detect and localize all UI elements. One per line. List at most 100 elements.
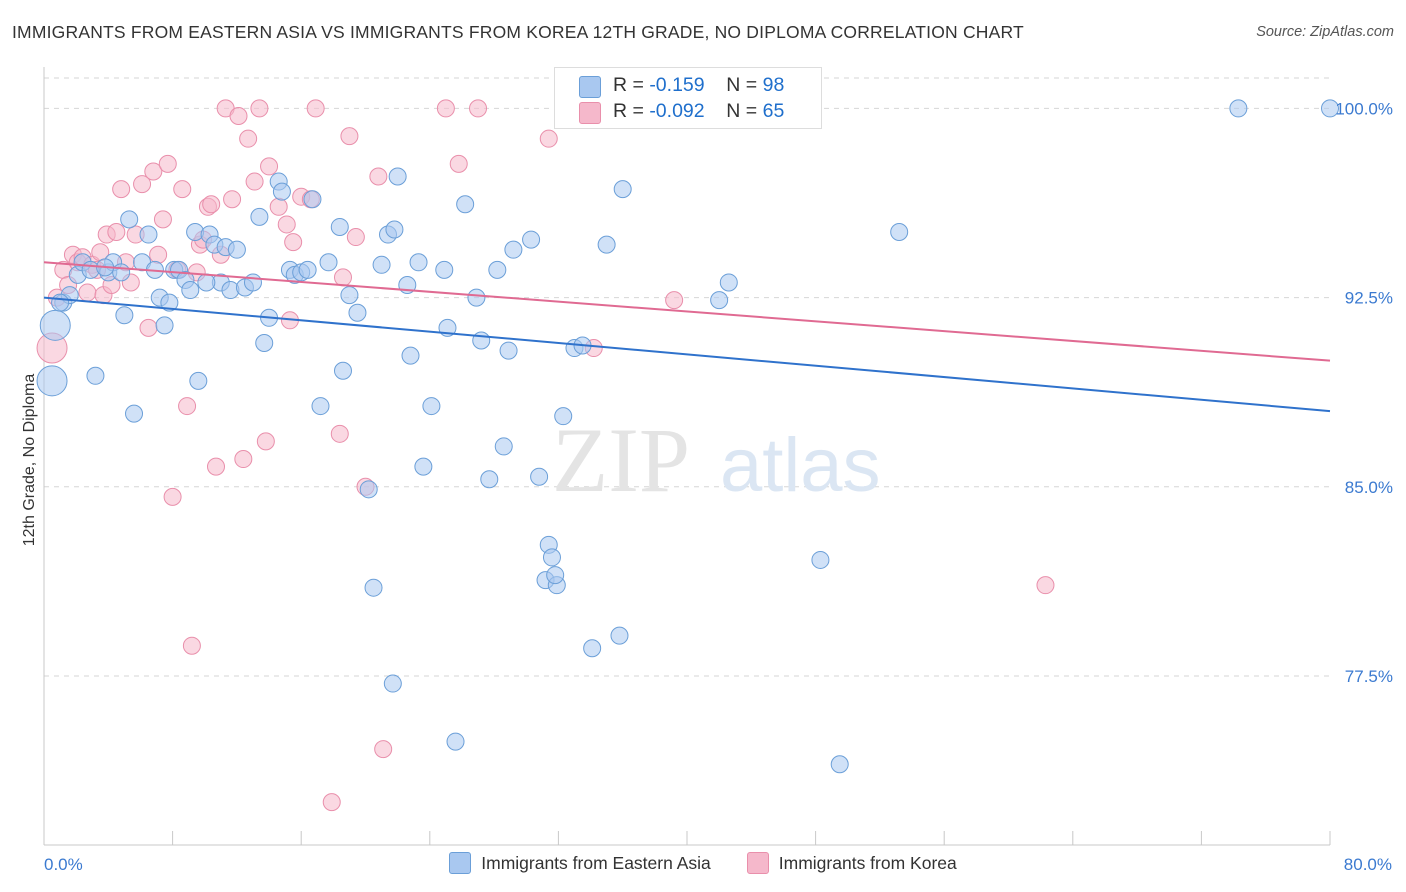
chart-source: Source: ZipAtlas.com [1256, 24, 1394, 40]
data-point-eastern-asia [1229, 99, 1248, 118]
stat-r-value: -0.092 [649, 100, 705, 122]
data-point-eastern-asia [197, 273, 216, 292]
data-point-eastern-asia [414, 457, 433, 476]
data-point-eastern-asia [243, 273, 262, 292]
data-point-eastern-asia [719, 273, 738, 292]
data-point-korea [306, 99, 325, 118]
data-point-eastern-asia [51, 293, 70, 312]
data-point-eastern-asia [340, 286, 359, 305]
data-point-eastern-asia [364, 578, 383, 597]
data-point-korea [250, 99, 269, 118]
data-point-korea [139, 318, 158, 337]
data-point-korea [133, 175, 152, 194]
stats-swatch-blue [579, 76, 601, 98]
data-point-eastern-asia [311, 397, 330, 416]
data-point-korea [107, 223, 126, 242]
chart-title: IMMIGRANTS FROM EASTERN ASIA VS IMMIGRAN… [12, 22, 1024, 42]
y-tick-label: 85.0% [1345, 478, 1393, 497]
data-point-eastern-asia [86, 366, 105, 385]
data-point-eastern-asia [189, 371, 208, 390]
data-point-korea [330, 424, 349, 443]
data-point-eastern-asia [409, 253, 428, 272]
data-point-eastern-asia [830, 755, 849, 774]
data-point-eastern-asia [348, 303, 367, 322]
data-point-korea [239, 129, 258, 148]
data-point-eastern-asia [446, 732, 465, 751]
legend-item-eastern-asia[interactable]: Immigrants from Eastern Asia [449, 852, 711, 874]
data-point-eastern-asia [125, 404, 144, 423]
data-point-korea [333, 268, 352, 287]
stat-r-value: -0.159 [649, 74, 705, 96]
series-korea-points [36, 99, 1055, 812]
data-point-eastern-asia [472, 331, 491, 350]
data-point-korea [1036, 576, 1055, 595]
data-point-eastern-asia [160, 293, 179, 312]
data-point-korea [284, 233, 303, 252]
data-point-eastern-asia [546, 566, 565, 585]
data-point-eastern-asia [298, 260, 317, 279]
data-point-korea [149, 245, 168, 264]
data-point-eastern-asia [250, 207, 269, 226]
data-point-eastern-asia [467, 288, 486, 307]
data-point-korea [207, 457, 226, 476]
data-point-eastern-asia [181, 281, 200, 300]
data-point-korea [182, 636, 201, 655]
data-point-korea [436, 99, 455, 118]
data-point-eastern-asia [385, 220, 404, 239]
data-point-eastern-asia [39, 309, 71, 341]
watermark-atlas: atlas [720, 423, 881, 508]
data-point-eastern-asia [155, 316, 174, 335]
data-point-eastern-asia [530, 467, 549, 486]
data-point-korea [260, 157, 279, 176]
data-point-eastern-asia [597, 235, 616, 254]
data-point-korea [665, 291, 684, 310]
data-point-korea [158, 154, 177, 173]
data-point-eastern-asia [710, 291, 729, 310]
y-tick-label: 92.5% [1345, 289, 1393, 308]
data-point-korea [163, 487, 182, 506]
legend-item-korea[interactable]: Immigrants from Korea [746, 852, 957, 874]
data-point-korea [223, 190, 242, 209]
data-point-eastern-asia [488, 260, 507, 279]
data-point-eastern-asia [255, 334, 274, 353]
data-point-eastern-asia [388, 167, 407, 186]
stat-n-label: N = [726, 74, 758, 96]
data-point-eastern-asia [613, 180, 632, 199]
data-point-eastern-asia [120, 210, 139, 229]
tick-labels: 100.0% 92.5% 85.0% 77.5% 0.0% 80.0% [44, 99, 1393, 874]
grid-layer [44, 77, 1330, 677]
trend-line-korea [43, 261, 1331, 362]
data-point-eastern-asia [499, 341, 518, 360]
data-point-eastern-asia [504, 240, 523, 259]
data-point-eastern-asia [1321, 99, 1339, 118]
stat-r-label: R = [613, 100, 644, 122]
data-point-korea [78, 283, 97, 302]
correlation-stats-box: R = -0.159 N = 98 R = -0.092 N = 65 [554, 67, 822, 129]
data-point-eastern-asia [330, 217, 349, 236]
data-point-eastern-asia [139, 225, 158, 244]
data-point-eastern-asia [583, 639, 602, 658]
data-point-korea [346, 228, 365, 247]
data-point-eastern-asia [272, 182, 291, 201]
data-point-korea [153, 210, 172, 229]
series-eastern-asia-points [36, 99, 1339, 774]
data-point-eastern-asia [890, 223, 909, 242]
data-point-korea [202, 195, 221, 214]
data-point-eastern-asia [554, 407, 573, 426]
data-point-eastern-asia [422, 397, 441, 416]
stat-n-value: 65 [762, 100, 785, 122]
data-point-eastern-asia [383, 674, 402, 693]
stats-swatch-pink [579, 102, 601, 124]
data-point-eastern-asia [303, 190, 322, 209]
data-point-korea [112, 180, 131, 199]
data-point-eastern-asia [610, 626, 629, 645]
stat-n-value: 98 [762, 74, 785, 96]
data-point-korea [245, 172, 264, 191]
data-point-eastern-asia [480, 470, 499, 489]
data-point-eastern-asia [115, 306, 134, 325]
data-point-korea [144, 162, 163, 181]
data-point-korea [539, 129, 558, 148]
data-point-eastern-asia [811, 550, 830, 569]
data-point-korea [178, 397, 197, 416]
